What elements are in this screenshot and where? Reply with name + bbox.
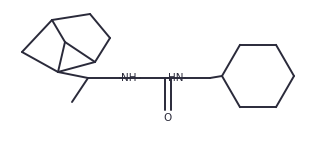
Text: O: O (164, 113, 172, 123)
Text: NH: NH (121, 73, 137, 83)
Text: HN: HN (168, 73, 184, 83)
